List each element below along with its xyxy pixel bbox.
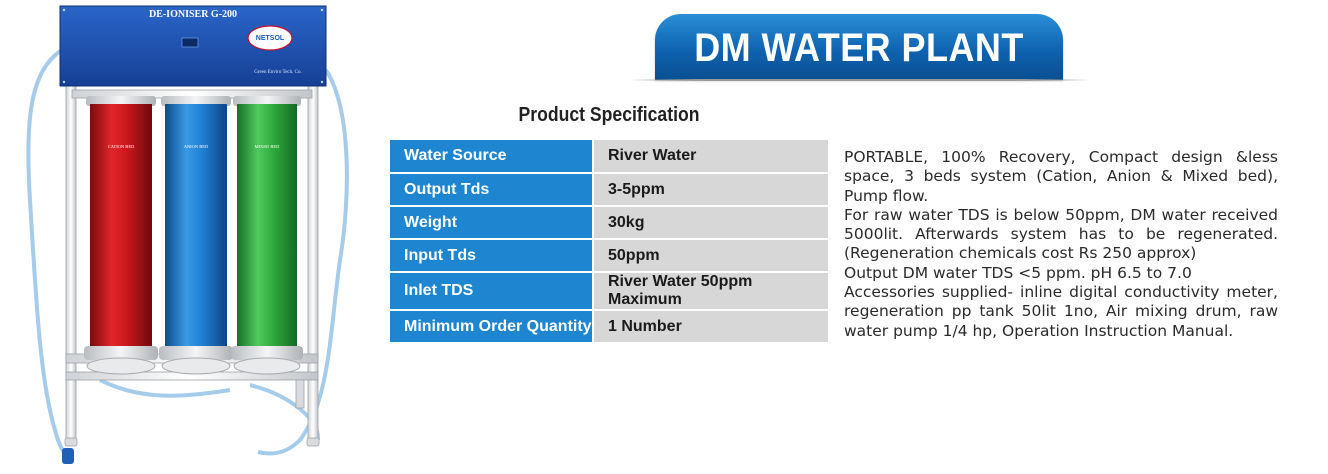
conductivity-display xyxy=(181,37,199,48)
spec-value: 50ppm xyxy=(593,239,828,273)
spec-table: Water Source River Water Output Tds 3-5p… xyxy=(390,140,828,344)
spec-row: Inlet TDS River Water 50ppm Maximum xyxy=(390,272,828,311)
spec-value: 30kg xyxy=(593,206,828,240)
title-underline xyxy=(630,79,1090,81)
spec-label: Input Tds xyxy=(390,239,594,273)
description-paragraph: Accessories supplied- inline digital con… xyxy=(844,283,1278,340)
anion-bed-label: ANION BED xyxy=(184,144,209,149)
spec-value: 3-5ppm xyxy=(593,173,828,207)
panel-label: DE-IONISER G-200 xyxy=(149,9,237,20)
spec-label: Output Tds xyxy=(390,173,594,207)
page-title: DM WATER PLANT xyxy=(694,26,1024,70)
product-description: PORTABLE, 100% Recovery, Compact design … xyxy=(844,148,1278,341)
spec-label: Inlet TDS xyxy=(390,272,594,311)
spec-row: Weight 30kg xyxy=(390,206,828,240)
spec-heading: Product Specification xyxy=(518,104,700,126)
spec-row: Water Source River Water xyxy=(390,140,828,174)
spec-label: Weight xyxy=(390,206,594,240)
description-paragraph: Output DM water TDS <5 ppm. pH 6.5 to 7.… xyxy=(844,263,1192,282)
maker-text: Green Enviro Tech. Co. xyxy=(254,70,301,75)
brand-logo xyxy=(247,25,293,51)
control-panel: DE-IONISER G-200 NETSOL Green Enviro Tec… xyxy=(59,5,327,87)
title-banner: DM WATER PLANT xyxy=(655,14,1063,80)
hose xyxy=(26,48,349,462)
spec-row: Input Tds 50ppm xyxy=(390,239,828,273)
description-paragraph: PORTABLE, 100% Recovery, Compact design … xyxy=(844,148,1278,205)
description-paragraph: For raw water TDS is below 50ppm, DM wat… xyxy=(844,205,1278,263)
spec-row: Minimum Order Quantity 1 Number xyxy=(390,310,828,344)
spec-value: River Water 50ppm Maximum xyxy=(593,272,828,311)
stand-feet xyxy=(64,379,320,447)
logo-text: NETSOL xyxy=(256,35,285,42)
spec-value: River Water xyxy=(593,140,828,174)
cation-bed-label: CATION BED xyxy=(108,144,135,149)
mixed-bed-column: MIXED BED xyxy=(231,96,303,375)
spec-label: Minimum Order Quantity xyxy=(390,310,594,344)
hose-fitting xyxy=(62,448,74,464)
anion-bed-column: ANION BED xyxy=(159,96,233,375)
product-image: DE-IONISER G-200 NETSOL Green Enviro Tec… xyxy=(26,5,349,464)
mixed-bed-label: MIXED BED xyxy=(255,144,281,149)
spec-label: Water Source xyxy=(390,140,594,174)
spec-value: 1 Number xyxy=(593,310,828,344)
spec-row: Output Tds 3-5ppm xyxy=(390,173,828,207)
cation-bed-column: CATION BED xyxy=(84,96,158,375)
